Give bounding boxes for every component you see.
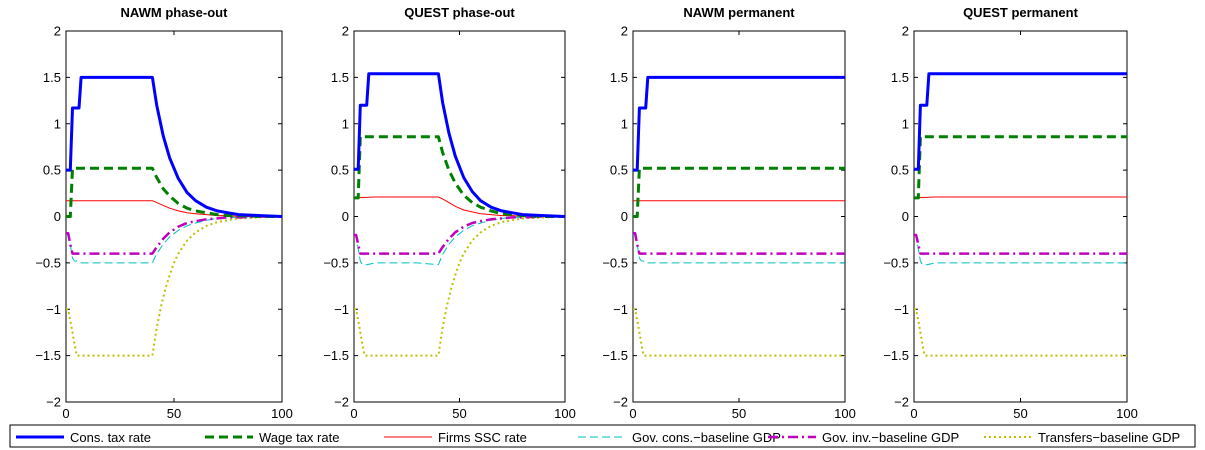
y-tick-label: 1	[54, 116, 61, 131]
plot-area	[632, 30, 846, 403]
series-line-firms-ssc-rate	[353, 196, 565, 217]
series-line-gov-inv-baseline-gdp	[354, 215, 565, 255]
y-tick-label: 0.5	[891, 163, 909, 178]
series-line-transfers-baseline-gdp	[354, 215, 566, 357]
panel-title: QUEST permanent	[963, 5, 1079, 20]
legend-label: Cons. tax rate	[70, 430, 151, 445]
y-tick-label: −1	[46, 302, 61, 317]
y-tick-label: −0.5	[323, 255, 349, 270]
series-line-cons-tax-rate	[354, 72, 566, 218]
y-tick-label: −1.5	[35, 348, 61, 363]
x-tick-label: 100	[834, 406, 856, 421]
x-tick-label: 100	[271, 406, 293, 421]
y-tick-label: 0.5	[43, 163, 61, 178]
y-tick-label: −1	[894, 302, 909, 317]
series-line-cons-tax-rate	[66, 75, 283, 218]
series-line-transfers-baseline-gdp	[66, 215, 283, 357]
panel-1: NAWM phase-out −2 −1.5 −1 −0.5 0 0.5 1 1.5 2 0 50 10…	[35, 5, 293, 421]
y-tick-label: 1	[902, 116, 909, 131]
series-line-gov-cons-baseline-gdp	[354, 216, 565, 266]
y-tick-label: −0.5	[602, 255, 628, 270]
x-tick-label: 100	[1116, 406, 1138, 421]
panel-title: QUEST phase-out	[404, 5, 515, 20]
y-tick-label: 1	[621, 116, 628, 131]
y-tick-label: −0.5	[35, 255, 61, 270]
x-tick-label: 50	[732, 406, 746, 421]
panel-title: NAWM phase-out	[121, 5, 229, 20]
series-line-transfers-baseline-gdp	[914, 308, 1127, 357]
legend-label: Gov. inv.−baseline GDP	[822, 430, 959, 445]
x-tick-label: 0	[629, 406, 636, 421]
series-line-wage-tax-rate	[633, 166, 845, 218]
x-tick-label: 0	[350, 406, 357, 421]
legend-label: Gov. cons.−baseline GDP	[632, 430, 781, 445]
y-tick-label: 2	[621, 24, 628, 39]
y-tick-label: 1.5	[331, 70, 349, 85]
series-line-gov-inv-baseline-gdp	[633, 231, 845, 255]
y-tick-label: 2	[342, 24, 349, 39]
x-tick-label: 50	[452, 406, 466, 421]
series-line-gov-inv-baseline-gdp	[914, 233, 1127, 255]
y-tick-label: −1	[613, 302, 628, 317]
x-tick-label: 100	[554, 406, 576, 421]
y-tick-label: −2	[46, 395, 61, 410]
y-tick-label: −2	[613, 395, 628, 410]
plot-area	[913, 30, 1128, 403]
x-tick-label: 50	[1013, 406, 1027, 421]
legend-label: Wage tax rate	[259, 430, 339, 445]
y-tick-label: 1.5	[43, 70, 61, 85]
y-tick-label: 0	[54, 209, 61, 224]
y-tick-label: 0	[342, 209, 349, 224]
legend: Cons. tax rate Wage tax rate Firms SSC rat…	[9, 424, 1196, 448]
y-tick-label: −1	[334, 302, 349, 317]
legend-label: Transfers−baseline GDP	[1038, 430, 1180, 445]
legend-label: Firms SSC rate	[438, 430, 527, 445]
panel-2: QUEST phase-out −2 −1.5 −1 −0.5 0 0.5 1 1.5 2 0 50 1…	[323, 5, 576, 421]
x-tick-label: 50	[167, 406, 181, 421]
y-tick-label: 1.5	[610, 70, 628, 85]
series-line-gov-inv-baseline-gdp	[66, 215, 282, 255]
y-tick-label: −2	[894, 395, 909, 410]
y-tick-label: 0	[902, 209, 909, 224]
y-tick-label: 2	[902, 24, 909, 39]
series-line-cons-tax-rate	[914, 72, 1127, 171]
y-tick-label: −2	[334, 395, 349, 410]
y-tick-label: 0.5	[610, 163, 628, 178]
series-line-transfers-baseline-gdp	[633, 308, 845, 357]
y-tick-label: −1.5	[602, 348, 628, 363]
y-tick-label: 0	[621, 209, 628, 224]
legend-box	[9, 424, 1196, 448]
y-tick-label: 1	[342, 116, 349, 131]
panel-3: NAWM permanent −2 −1.5 −1 −0.5 0 0.5 1 1.5 2 0 50 10…	[602, 5, 856, 421]
series-line-cons-tax-rate	[633, 75, 845, 172]
x-tick-label: 0	[910, 406, 917, 421]
y-tick-label: 1.5	[891, 70, 909, 85]
panel-4: QUEST permanent −2 −1.5 −1 −0.5 0 0.5 1 1.5 2 0 50 1…	[883, 5, 1138, 421]
y-tick-label: 2	[54, 24, 61, 39]
panel-title: NAWM permanent	[683, 5, 795, 20]
series-line-wage-tax-rate	[354, 135, 565, 218]
series-line-firms-ssc-rate	[913, 196, 1127, 199]
x-tick-label: 0	[62, 406, 69, 421]
y-tick-label: −0.5	[883, 255, 909, 270]
y-tick-label: −1.5	[883, 348, 909, 363]
series-line-wage-tax-rate	[914, 135, 1127, 200]
y-tick-label: 0.5	[331, 163, 349, 178]
y-tick-label: −1.5	[323, 348, 349, 363]
